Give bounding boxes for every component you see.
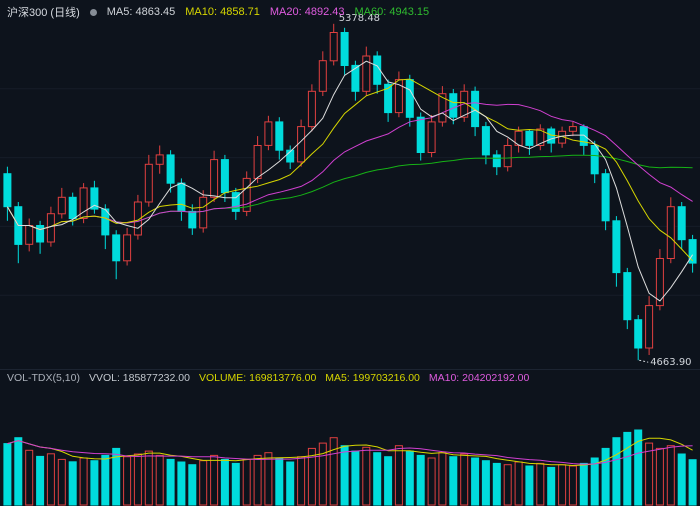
high-price-label: 5378.48 bbox=[339, 13, 380, 24]
main-chart-header: 沪深300 (日线) MA5: 4863.45 MA10: 4858.71 MA… bbox=[7, 4, 429, 20]
candles-layer[interactable] bbox=[3, 23, 697, 361]
symbol-title: 沪深300 (日线) bbox=[7, 7, 80, 19]
indicator-dot-icon bbox=[89, 8, 97, 16]
volume-indicator-label: VOL-TDX(5,10) bbox=[7, 372, 80, 384]
ma20-readout: MA20: 4892.43 bbox=[269, 6, 345, 18]
price-annotations: 5378.48 4663.90 bbox=[339, 13, 692, 368]
ma5-readout: MA5: 4863.45 bbox=[106, 6, 176, 18]
volume-readout: VOLUME: 169813776.00 bbox=[198, 372, 317, 384]
vvol-readout: VVOL: 185877232.00 bbox=[88, 372, 190, 384]
low-price-label: 4663.90 bbox=[650, 357, 691, 368]
volume-ma-lines bbox=[7, 437, 693, 467]
volume-ma5-readout: MA5: 199703216.00 bbox=[325, 372, 420, 384]
volume-pane-header: VOL-TDX(5,10) VVOL: 185877232.00 VOLUME:… bbox=[7, 372, 529, 384]
ma-lines-layer bbox=[6, 60, 694, 302]
grid-layer bbox=[0, 88, 700, 296]
ma60-readout: MA60: 4943.15 bbox=[354, 6, 430, 18]
volume-bars-layer[interactable] bbox=[3, 429, 697, 506]
ma10-readout: MA10: 4858.71 bbox=[185, 6, 260, 18]
volume-ma10-readout: MA10: 204202192.00 bbox=[428, 372, 530, 384]
